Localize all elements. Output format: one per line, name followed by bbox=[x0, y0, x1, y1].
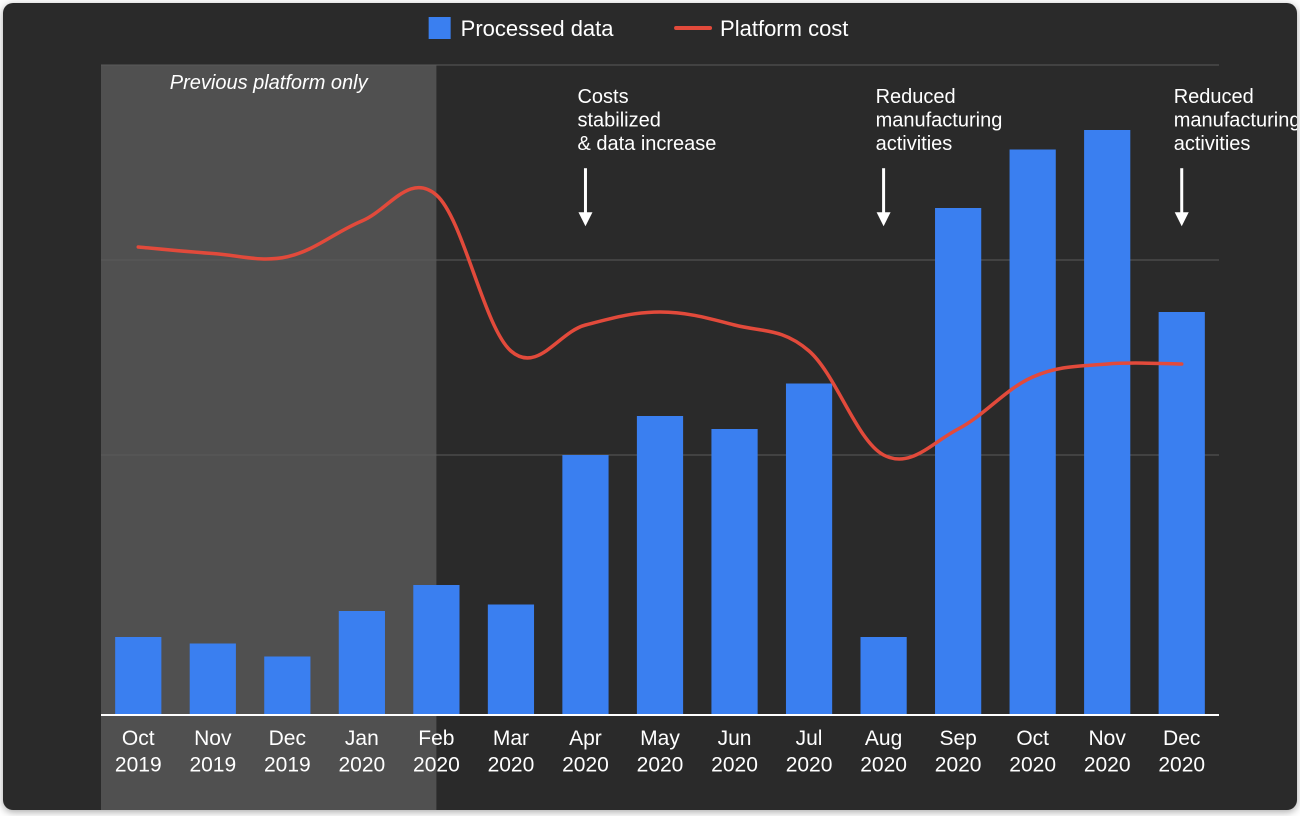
bar bbox=[711, 429, 757, 715]
bar bbox=[637, 416, 683, 715]
chart-svg: Oct2019Nov2019Dec2019Jan2020Feb2020Mar20… bbox=[3, 3, 1297, 810]
bar bbox=[786, 384, 832, 716]
bar bbox=[1159, 312, 1205, 715]
legend-label: Processed data bbox=[461, 16, 615, 41]
bar bbox=[488, 605, 534, 716]
chart-frame: Oct2019Nov2019Dec2019Jan2020Feb2020Mar20… bbox=[3, 3, 1297, 810]
bar bbox=[339, 611, 385, 715]
bar bbox=[935, 208, 981, 715]
bar bbox=[115, 637, 161, 715]
bar bbox=[860, 637, 906, 715]
bar bbox=[413, 585, 459, 715]
bar bbox=[562, 455, 608, 715]
bar bbox=[264, 657, 310, 716]
legend-label: Platform cost bbox=[720, 16, 848, 41]
bar bbox=[190, 644, 236, 716]
bar bbox=[1084, 130, 1130, 715]
highlight-label: Previous platform only bbox=[170, 72, 369, 94]
bar bbox=[1010, 150, 1056, 716]
legend-swatch-bar bbox=[429, 17, 451, 39]
